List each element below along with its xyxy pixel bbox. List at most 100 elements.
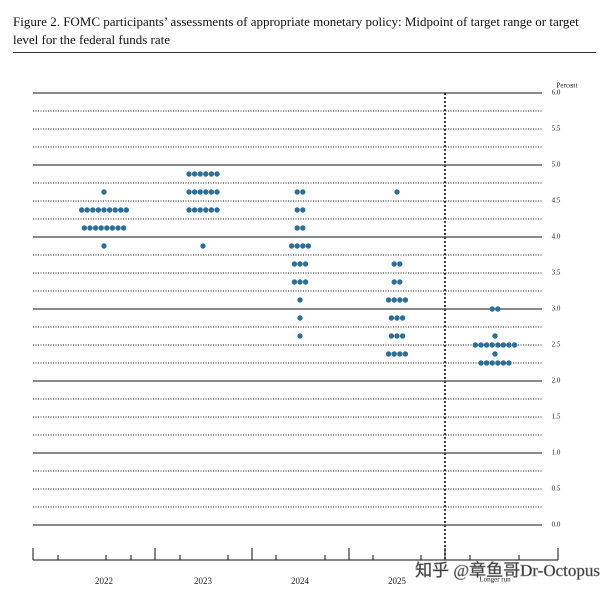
dot bbox=[101, 243, 107, 249]
dot bbox=[391, 351, 397, 357]
dot bbox=[402, 351, 409, 357]
dot bbox=[191, 171, 198, 177]
dot bbox=[388, 333, 395, 339]
dot bbox=[297, 333, 303, 339]
dot bbox=[90, 207, 96, 213]
x-tick-label: 2023 bbox=[194, 576, 213, 586]
dot bbox=[294, 225, 300, 231]
dot bbox=[214, 189, 220, 195]
dot bbox=[106, 207, 113, 213]
dot bbox=[300, 207, 306, 213]
dot bbox=[197, 189, 203, 195]
dot bbox=[500, 360, 507, 366]
dot bbox=[208, 189, 215, 195]
dot bbox=[92, 225, 99, 231]
dot bbox=[478, 360, 484, 366]
dot bbox=[101, 207, 107, 213]
dot bbox=[214, 171, 220, 177]
dot bbox=[305, 243, 312, 249]
y-tick-label: 3.5 bbox=[552, 269, 561, 277]
dot bbox=[478, 342, 484, 348]
dot bbox=[302, 261, 309, 267]
dot bbox=[81, 225, 88, 231]
y-tick-label: 1.0 bbox=[552, 449, 561, 457]
dot bbox=[397, 279, 403, 285]
dot bbox=[101, 189, 107, 195]
dot bbox=[399, 315, 406, 321]
dot bbox=[397, 297, 403, 303]
y-axis-label: Percent bbox=[557, 82, 578, 90]
dot bbox=[483, 342, 490, 348]
y-tick-label: 6.0 bbox=[552, 89, 561, 97]
x-tick-label: 2025 bbox=[388, 576, 407, 586]
dot bbox=[291, 279, 298, 285]
dot bbox=[291, 261, 298, 267]
title-rule bbox=[13, 52, 596, 53]
dot bbox=[300, 243, 306, 249]
dot bbox=[200, 243, 206, 249]
dot bbox=[123, 207, 130, 213]
dot bbox=[495, 342, 501, 348]
dot bbox=[483, 360, 490, 366]
dot bbox=[385, 351, 392, 357]
dot bbox=[294, 243, 300, 249]
dot bbox=[186, 207, 192, 213]
dot bbox=[203, 171, 209, 177]
dot bbox=[297, 261, 303, 267]
dot bbox=[203, 189, 209, 195]
dot bbox=[391, 297, 397, 303]
dot bbox=[197, 171, 203, 177]
dot bbox=[297, 279, 303, 285]
dot bbox=[186, 171, 192, 177]
y-tick-label: 4.5 bbox=[552, 197, 561, 205]
y-tick-label: 0.0 bbox=[552, 521, 561, 529]
dot bbox=[208, 171, 215, 177]
chart-title: Figure 2. FOMC participants’ assessments… bbox=[13, 14, 579, 47]
dot bbox=[399, 333, 406, 339]
dot bbox=[394, 333, 400, 339]
dot bbox=[472, 342, 479, 348]
y-tick-label: 5.0 bbox=[552, 161, 561, 169]
dot bbox=[489, 360, 495, 366]
dot bbox=[208, 207, 215, 213]
dot bbox=[104, 225, 110, 231]
dot bbox=[506, 342, 512, 348]
y-tick-label: 1.5 bbox=[552, 413, 561, 421]
dot bbox=[87, 225, 93, 231]
dot bbox=[297, 297, 303, 303]
dot bbox=[95, 207, 102, 213]
dot bbox=[489, 306, 495, 312]
dot bbox=[492, 351, 498, 357]
dot bbox=[84, 207, 90, 213]
dot bbox=[214, 207, 220, 213]
dot bbox=[394, 315, 400, 321]
dot bbox=[388, 315, 395, 321]
y-tick-label: 2.5 bbox=[552, 341, 561, 349]
y-tick-label: 3.0 bbox=[552, 305, 561, 313]
y-tick-label: 4.0 bbox=[552, 233, 561, 241]
x-tick-label: 2022 bbox=[95, 576, 113, 586]
dot bbox=[397, 261, 403, 267]
dot bbox=[391, 261, 397, 267]
dot bbox=[120, 225, 127, 231]
dot bbox=[191, 207, 198, 213]
dot bbox=[197, 207, 203, 213]
x-tick-label: Longer run bbox=[479, 576, 511, 584]
dot bbox=[489, 342, 495, 348]
dot bbox=[118, 207, 124, 213]
dot bbox=[511, 342, 518, 348]
dot bbox=[300, 189, 306, 195]
dot bbox=[191, 189, 198, 195]
dot bbox=[500, 342, 507, 348]
x-tick-label: 2024 bbox=[291, 576, 310, 586]
dot bbox=[385, 297, 392, 303]
dot bbox=[394, 189, 400, 195]
dot bbox=[495, 306, 501, 312]
dot bbox=[492, 333, 498, 339]
y-tick-label: 2.0 bbox=[552, 377, 561, 385]
dot bbox=[115, 225, 121, 231]
dot bbox=[186, 189, 192, 195]
dot bbox=[391, 279, 397, 285]
